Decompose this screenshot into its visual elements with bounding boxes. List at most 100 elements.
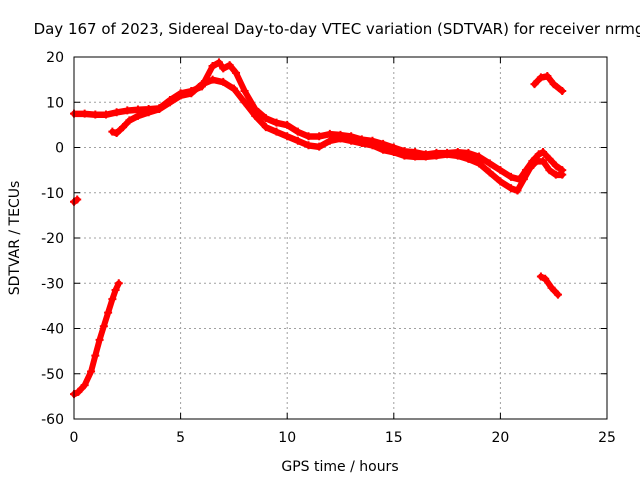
y-tick-label: -30 [41,276,64,292]
data-point [475,159,484,168]
data-point [123,106,132,115]
data-point [114,279,123,288]
data-point [558,86,567,95]
data-point [91,110,100,119]
data-point [101,110,110,119]
series-group [70,58,567,399]
data-point [104,308,113,317]
data-point [400,151,409,160]
data-point [232,68,241,77]
grid-lines [74,57,607,419]
axis-ticks [73,56,608,420]
y-axis-label: SDTVAR / TECUs [7,181,23,296]
data-point [304,141,313,150]
y-tick-label: 0 [55,141,64,157]
y-tick-label: -20 [41,231,64,247]
x-tick-label: 25 [598,430,616,446]
data-point [543,72,552,81]
data-point [272,118,281,127]
series-arc-early-point [70,195,82,206]
data-point [144,108,153,117]
data-point [347,136,356,145]
data-point [283,132,292,141]
y-tick-label: -50 [41,367,64,383]
data-point [133,111,142,120]
data-point [534,150,543,159]
data-point [261,114,270,123]
data-point [545,154,554,163]
y-tick-labels: -60 -50 -40 -30 -20 -10 0 10 20 [41,50,64,428]
data-point [315,142,324,151]
data-point [325,129,334,138]
y-tick-label: 10 [46,95,64,111]
data-point [325,136,334,145]
data-point [485,168,494,177]
data-point [539,148,548,157]
data-point [389,148,398,157]
data-point [496,177,505,186]
data-point [225,61,234,70]
data-point [485,159,494,168]
data-point [229,84,238,93]
data-point [507,172,516,181]
data-point [443,150,452,159]
data-point [283,120,292,129]
data-point [87,367,96,376]
data-point [197,80,206,89]
data-point [219,77,228,86]
data-point [240,86,249,95]
data-point [80,109,89,118]
data-point [272,127,281,136]
y-tick-label: -40 [41,322,64,338]
x-tick-label: 5 [176,430,185,446]
data-point [119,123,128,132]
data-point [464,154,473,163]
data-point [108,295,117,304]
data-point [80,381,89,390]
data-point [549,80,558,89]
data-point [315,132,324,141]
data-point [357,138,366,147]
data-point [165,98,174,107]
data-point [411,152,420,161]
data-point [108,127,117,136]
chart-title: Day 167 of 2023, Sidereal Day-to-day VTE… [34,20,640,38]
y-tick-label: -10 [41,186,64,202]
series-arc-upper-right [530,72,567,95]
data-point [541,274,550,283]
data-point [558,170,567,179]
data-point [112,108,121,117]
data-point [336,134,345,143]
data-point [111,286,120,295]
data-point [219,64,228,73]
x-tick-label: 0 [70,430,79,446]
data-point [536,272,545,281]
data-point [547,283,556,292]
series-line [110,79,565,194]
data-point [293,136,302,145]
data-point [261,123,270,132]
data-point [125,116,134,125]
data-point [155,105,164,114]
x-tick-label: 20 [491,430,509,446]
data-point [553,290,562,299]
data-point [453,151,462,160]
data-point [74,387,83,396]
data-point [545,166,554,175]
data-point [530,80,539,89]
data-point [208,75,217,84]
data-point [368,141,377,150]
data-point [112,129,121,138]
data-point [475,152,484,161]
data-point [176,91,185,100]
y-tick-label: -60 [41,412,64,428]
data-point [513,186,522,195]
data-point [91,351,100,360]
data-point [73,195,82,204]
data-point [519,175,528,184]
y-tick-label: 20 [46,50,64,66]
series-arc-lower-right [536,272,562,299]
data-point [240,98,249,107]
data-point [99,322,108,331]
